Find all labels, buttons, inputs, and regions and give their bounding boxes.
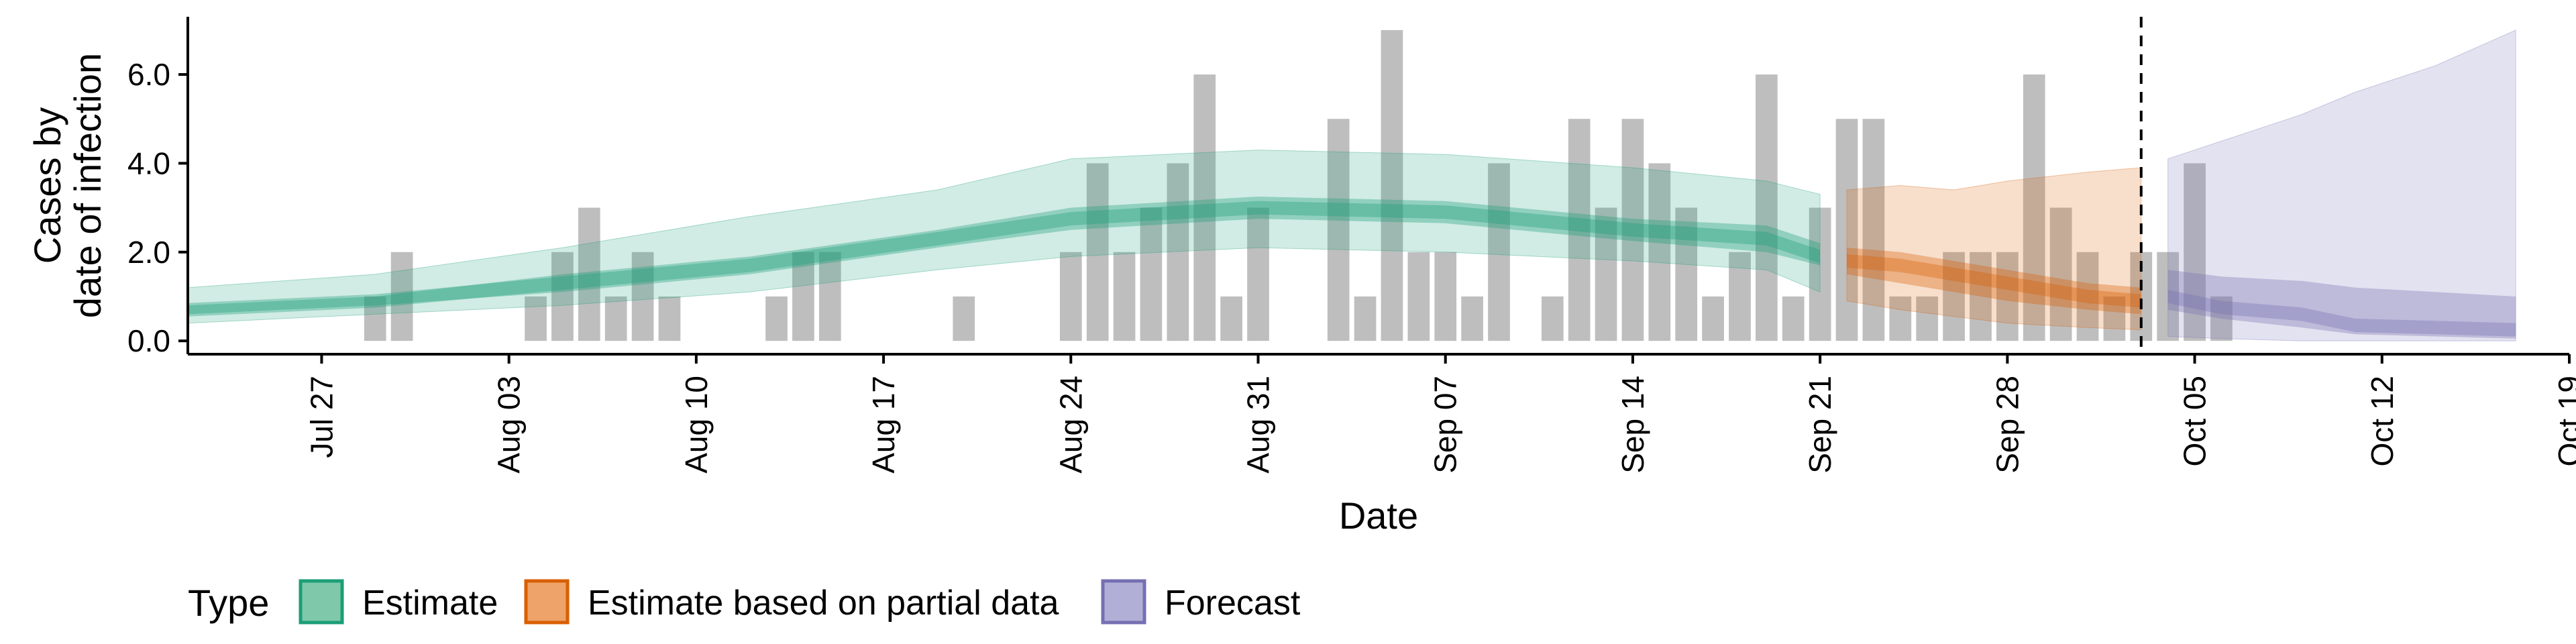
estimate-based-on-partial-data-90-band xyxy=(1846,167,2142,331)
case-bar xyxy=(1970,252,1992,341)
case-bar xyxy=(1756,74,1778,341)
case-bar xyxy=(390,252,413,341)
case-bar xyxy=(631,252,654,341)
case-bar xyxy=(578,207,600,341)
estimate-based-on-partial-data-median-band xyxy=(1847,254,2141,308)
forecast-median-band xyxy=(2167,290,2516,337)
case-bar xyxy=(1889,296,1912,341)
x-tick-label: Oct 12 xyxy=(2365,376,2400,467)
x-tick-label: Sep 07 xyxy=(1428,376,1463,474)
legend-swatch-estimate-based-on-partial-data xyxy=(524,579,570,625)
case-bar xyxy=(1568,119,1591,341)
legend-label-forecast: Forecast xyxy=(1165,584,1301,623)
legend-swatch-forecast xyxy=(1101,579,1146,625)
case-bar xyxy=(1996,252,2019,341)
y-axis-title-line-1: Cases by xyxy=(26,107,68,264)
case-bar xyxy=(1407,252,1430,341)
case-bar xyxy=(658,296,681,341)
case-bar xyxy=(1729,252,1751,341)
legend-title: Type xyxy=(188,582,269,624)
legend: Type Estimate Estimate based on partial d… xyxy=(188,579,1301,625)
forecast-90-band xyxy=(2167,30,2516,341)
case-bar xyxy=(953,296,975,341)
x-tick-label: Aug 17 xyxy=(866,376,901,474)
case-bar xyxy=(1835,119,1858,341)
case-bar xyxy=(1702,296,1724,341)
case-bar xyxy=(1675,207,1698,341)
case-bar xyxy=(818,252,841,341)
y-tick-label: 4.0 xyxy=(127,146,170,180)
y-axis-title-line-2: date of infection xyxy=(66,53,109,318)
case-bar xyxy=(1193,74,1216,341)
observed-cases-bars xyxy=(364,30,2233,341)
case-bar xyxy=(1621,119,1644,341)
x-tick-label: Sep 14 xyxy=(1615,376,1650,474)
y-tick-label: 6.0 xyxy=(127,57,170,92)
x-tick-label: Aug 24 xyxy=(1053,376,1088,474)
case-bar xyxy=(792,252,814,341)
case-bar xyxy=(551,252,574,341)
case-bar xyxy=(765,296,788,341)
y-tick-label: 0.0 xyxy=(127,323,170,358)
estimate-50-band xyxy=(188,197,1821,315)
case-bar xyxy=(1220,296,1242,341)
case-bar xyxy=(1595,207,1617,341)
x-tick-label: Oct 19 xyxy=(2552,376,2576,467)
forecast-50-band xyxy=(2167,270,2516,339)
case-bar xyxy=(1167,163,1189,341)
case-bar xyxy=(1113,252,1136,341)
case-bar xyxy=(1488,163,1510,341)
estimate-median-band xyxy=(188,201,1821,317)
case-bar xyxy=(1916,296,1939,341)
case-bar xyxy=(1461,296,1483,341)
x-tick-label: Jul 27 xyxy=(304,376,339,458)
case-bar xyxy=(1327,119,1350,341)
legend-swatch-estimate xyxy=(299,579,344,625)
legend-label-estimate-based-on-partial-data: Estimate based on partial data xyxy=(588,584,1059,623)
axes xyxy=(186,17,2569,356)
case-bar xyxy=(1354,296,1377,341)
x-tick-label: Oct 05 xyxy=(2178,376,2212,467)
case-bar xyxy=(2103,296,2126,341)
case-bar xyxy=(2023,74,2045,341)
x-tick-label: Sep 21 xyxy=(1803,376,1837,474)
x-tick-label: Aug 31 xyxy=(1241,376,1276,474)
x-axis-ticks: Jul 27 Aug 03 Aug 10 Aug 17 Aug 24 Aug 31 Sep … xyxy=(304,354,2576,474)
case-bar xyxy=(1862,119,1885,341)
case-bar xyxy=(1140,207,1163,341)
legend-items: Estimate Estimate based on partial data Fo… xyxy=(299,579,1301,625)
estimate-ribbons xyxy=(187,30,2516,341)
case-bar xyxy=(2049,207,2072,341)
case-bar xyxy=(1059,252,1082,341)
case-bar xyxy=(364,296,386,341)
case-bar xyxy=(2076,252,2099,341)
y-axis-ticks: 0.0 2.0 4.0 6.0 xyxy=(127,57,188,358)
estimate-90-band xyxy=(187,150,1821,324)
y-tick-label: 2.0 xyxy=(127,235,170,270)
case-bar xyxy=(1943,252,1965,341)
legend-label-estimate: Estimate xyxy=(362,584,498,623)
case-bar xyxy=(1434,252,1457,341)
case-bar xyxy=(2210,296,2233,341)
case-bar xyxy=(1782,296,1805,341)
estimate-based-on-partial-data-50-band xyxy=(1847,248,2141,315)
x-axis-title: Date xyxy=(1339,494,1418,537)
case-bar xyxy=(1541,296,1564,341)
case-bar xyxy=(525,296,547,341)
case-bar xyxy=(1381,30,1403,341)
x-tick-label: Aug 03 xyxy=(492,376,527,474)
case-bar xyxy=(1648,163,1671,341)
case-bar xyxy=(2157,252,2180,341)
x-tick-label: Aug 10 xyxy=(679,376,714,474)
case-bar xyxy=(1809,207,1831,341)
x-tick-label: Sep 28 xyxy=(1990,376,2025,474)
case-bar xyxy=(2184,163,2206,341)
case-bar xyxy=(604,296,627,341)
case-bar xyxy=(1086,163,1109,341)
case-bar xyxy=(1247,207,1269,341)
